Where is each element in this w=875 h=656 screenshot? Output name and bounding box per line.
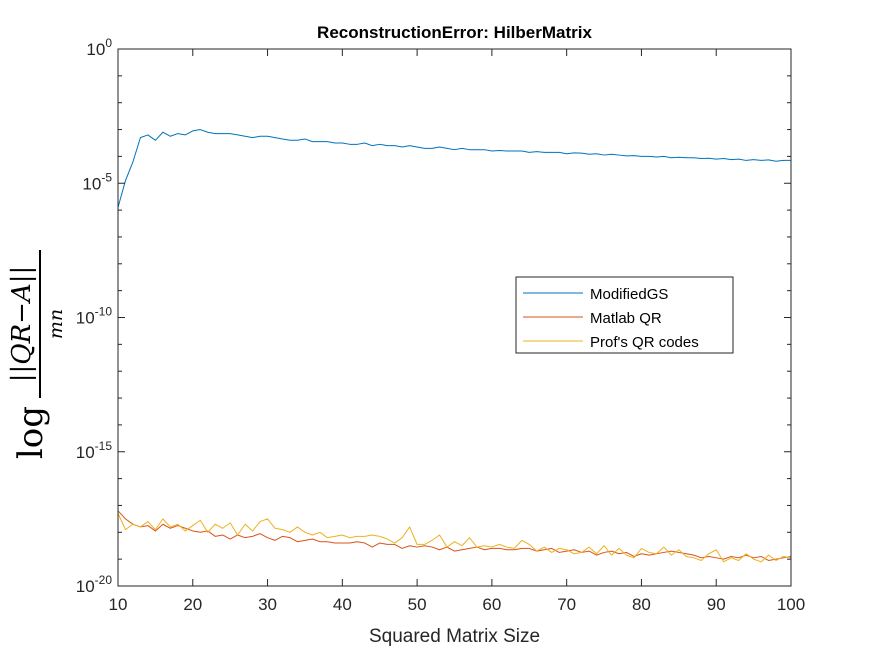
x-tick-label: 20 (183, 595, 202, 614)
x-tick-label: 40 (333, 595, 352, 614)
y-tick-label-exponent: -15 (95, 439, 113, 453)
y-tick-label-exponent: -10 (95, 305, 113, 319)
legend-box (515, 276, 734, 354)
series-line-matlab-qr (117, 510, 792, 561)
y-label-numerator: ||QR−A|| (7, 266, 37, 383)
y-tick-label-base: 10 (76, 577, 95, 596)
y-tick-label: 10-5 (82, 170, 112, 193)
y-tick-label-exponent: -5 (101, 170, 112, 184)
legend-item-matlab-qr: Matlab QR (523, 310, 662, 327)
y-tick-label-exponent: -20 (95, 573, 113, 587)
x-tick-label: 50 (408, 595, 427, 614)
y-tick-label-base: 10 (76, 309, 95, 328)
legend-item-profs-qr-codes: Prof's QR codes (523, 334, 699, 351)
legend-item-modifiedgs: ModifiedGS (523, 286, 668, 303)
legend-label-modifiedgs: ModifiedGS (590, 286, 668, 303)
y-tick-label: 10-15 (76, 439, 113, 462)
y-tick-label-base: 10 (76, 443, 95, 462)
x-axis-label: Squared Matrix Size (369, 626, 540, 647)
series-group (117, 129, 792, 563)
x-axis: 10 20 30 40 50 60 70 80 90 100 (109, 49, 805, 614)
x-tick-label: 30 (258, 595, 277, 614)
y-tick-label-base: 10 (86, 40, 105, 59)
series-line-modifiedgs (117, 129, 791, 208)
y-tick-label-exponent: 0 (105, 36, 112, 50)
legend-label-profs-qr-codes: Prof's QR codes (590, 334, 699, 351)
y-tick-label: 10-20 (76, 573, 113, 596)
x-tick-label: 90 (707, 595, 726, 614)
chart-title: ReconstructionError: HilberMatrix (317, 23, 592, 42)
y-tick-label-base: 10 (82, 174, 101, 193)
series-line-prof-s-qr-codes (117, 513, 792, 563)
x-tick-label: 10 (109, 595, 128, 614)
y-axis-label: log ||QR−A|| mn (7, 250, 67, 459)
x-tick-label: 70 (557, 595, 576, 614)
legend: ModifiedGS Matlab QR Prof's QR codes (515, 276, 734, 354)
y-label-log: log (11, 406, 51, 459)
y-tick-label: 10-10 (76, 305, 113, 328)
legend-label-matlab-qr: Matlab QR (590, 310, 662, 327)
x-tick-label: 60 (482, 595, 501, 614)
y-tick-label: 100 (86, 36, 112, 59)
x-tick-label: 100 (777, 595, 805, 614)
y-label-denominator: mn (45, 309, 67, 339)
x-tick-label: 80 (632, 595, 651, 614)
